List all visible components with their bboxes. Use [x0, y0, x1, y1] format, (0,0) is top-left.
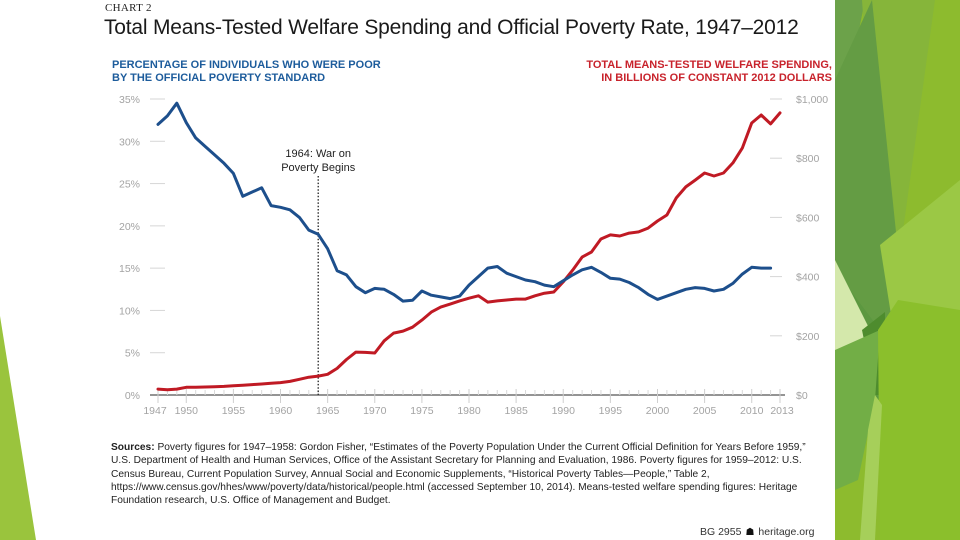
left-tick-label: 35% — [119, 94, 140, 106]
x-tick-label: 1950 — [175, 405, 199, 417]
left-tick-label: 10% — [119, 305, 140, 317]
chart-label: CHART 2 — [105, 2, 152, 14]
left-axis-title: PERCENTAGE OF INDIVIDUALS WHO WERE POOR … — [112, 59, 412, 85]
left-tick-label: 20% — [119, 221, 140, 233]
deco-right-shard-8 — [880, 180, 960, 340]
x-tick-label: 1947 — [143, 405, 167, 417]
left-tick-label: 5% — [125, 348, 140, 360]
chart-title: Total Means-Tested Welfare Spending and … — [104, 16, 799, 39]
x-tick-label: 1990 — [552, 405, 576, 417]
x-tick-label: 2005 — [693, 405, 717, 417]
deco-right-shard-9 — [878, 300, 960, 540]
footer: BG 2955 ☗ heritage.org — [700, 526, 814, 538]
left-tick-label: 15% — [119, 263, 140, 275]
sources-text: Poverty figures for 1947–1958: Gordon Fi… — [111, 442, 806, 507]
sources-note: Sources: Poverty figures for 1947–1958: … — [111, 441, 811, 507]
x-axis: 1947 1950 1955 1960 1965 1970 1975 1980 1985 1990… — [143, 389, 794, 417]
x-tick-label: 1975 — [410, 405, 434, 417]
right-axis-title: TOTAL MEANS-TESTED WELFARE SPENDING, IN … — [532, 59, 832, 85]
deco-left-triangle — [0, 316, 36, 540]
footer-site[interactable]: heritage.org — [758, 526, 815, 538]
left-tick-label: 30% — [119, 136, 140, 148]
sources-label: Sources: — [111, 442, 155, 453]
right-tick-label: $0 — [796, 390, 808, 402]
x-tick-label: 1970 — [363, 405, 387, 417]
footer-code: BG 2955 — [700, 526, 742, 538]
deco-right-shard-7 — [835, 330, 880, 490]
x-tick-label: 1995 — [599, 405, 623, 417]
right-tick-label: $400 — [796, 272, 820, 284]
x-tick-label: 1980 — [457, 405, 481, 417]
right-axis: $0 $200 $400 $600 $800 $1,000 — [770, 94, 828, 402]
left-tick-label: 0% — [125, 390, 140, 402]
x-tick-label: 2010 — [740, 405, 764, 417]
deco-right-shard-10 — [860, 395, 882, 540]
right-tick-label: $800 — [796, 153, 820, 165]
x-tick-label: 1985 — [504, 405, 528, 417]
poverty-rate-line — [156, 101, 773, 303]
right-axis-title-line1: TOTAL MEANS-TESTED WELFARE SPENDING, — [586, 59, 832, 71]
right-tick-label: $1,000 — [796, 94, 828, 106]
x-tick-label: 2013 — [770, 405, 794, 417]
left-tick-label: 25% — [119, 179, 140, 191]
right-tick-label: $200 — [796, 331, 820, 343]
annotation-label-line2: Poverty Begins — [281, 162, 355, 174]
right-tick-label: $600 — [796, 212, 820, 224]
right-axis-title-line2: IN BILLIONS OF CONSTANT 2012 DOLLARS — [601, 72, 832, 84]
welfare-spending-line — [156, 111, 782, 392]
annotation-label-line1: 1964: War on — [285, 148, 351, 160]
left-axis-title-line2: BY THE OFFICIAL POVERTY STANDARD — [112, 72, 326, 84]
liberty-bell-icon: ☗ — [745, 527, 755, 538]
war-on-poverty-annotation: 1964: War on Poverty Begins — [281, 148, 356, 395]
x-tick-label: 1960 — [269, 405, 293, 417]
x-tick-label: 2000 — [646, 405, 670, 417]
left-axis-title-line1: PERCENTAGE OF INDIVIDUALS WHO WERE POOR — [112, 59, 381, 71]
x-tick-label: 1965 — [316, 405, 340, 417]
x-tick-label: 1955 — [222, 405, 246, 417]
left-axis: 0% 5% 10% 15% 20% 25% 30% 35% — [119, 94, 165, 402]
series-group — [156, 101, 782, 392]
